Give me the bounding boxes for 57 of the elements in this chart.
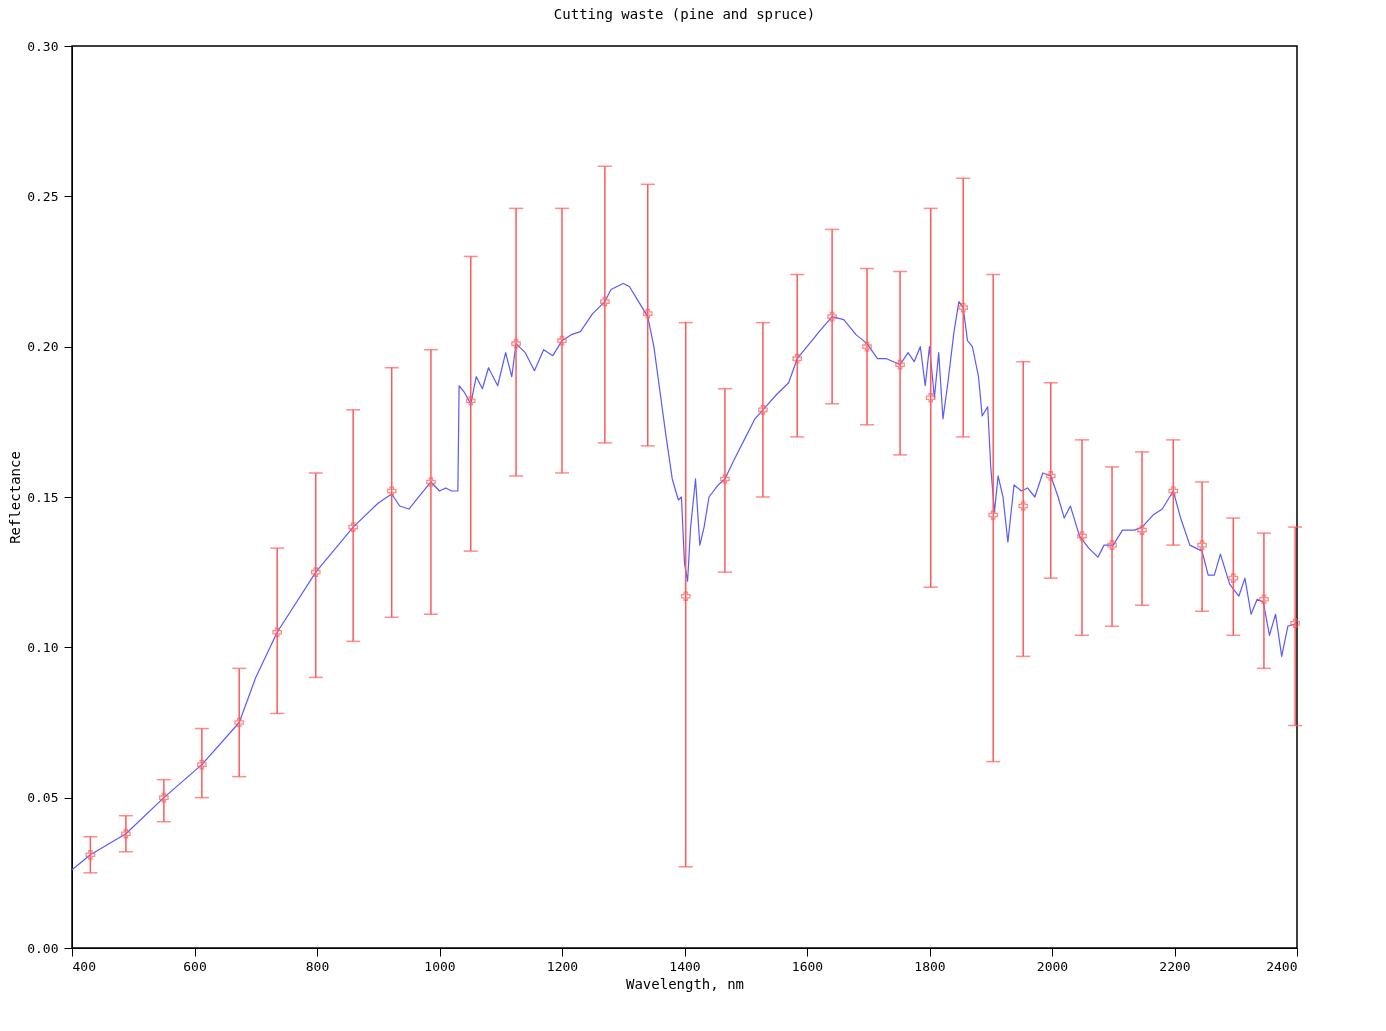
- x-tick-label: 1600: [791, 958, 824, 974]
- line-series: [71, 282, 1298, 871]
- point: [85, 849, 96, 860]
- point: [642, 308, 653, 319]
- point: [925, 392, 936, 403]
- point: [895, 359, 905, 370]
- point: [1168, 486, 1179, 496]
- point: [234, 717, 245, 728]
- point: [121, 828, 131, 839]
- point: [1077, 531, 1087, 541]
- x-tick-label: 1000: [424, 958, 456, 974]
- x-tick-label: 2200: [1159, 958, 1191, 974]
- x-tick-label: 1200: [546, 958, 579, 974]
- y-tick-label: 0.00: [27, 940, 59, 956]
- y-tick-label: 0.30: [27, 38, 59, 54]
- point: [1259, 594, 1269, 605]
- point: [465, 395, 476, 406]
- point: [159, 792, 169, 803]
- point: [426, 477, 436, 487]
- chart-title: Cutting waste (pine and spruce): [553, 6, 816, 22]
- y-tick-label: 0.25: [27, 188, 59, 204]
- point: [1107, 540, 1117, 550]
- point: [862, 341, 872, 352]
- y-axis-title: Reflectance: [7, 451, 24, 544]
- point: [720, 474, 730, 484]
- point: [792, 353, 803, 364]
- point: [758, 404, 768, 415]
- point: [600, 296, 610, 307]
- x-tick-label: 1400: [669, 958, 701, 974]
- x-tick-label: 1800: [914, 958, 946, 974]
- point: [386, 486, 397, 496]
- y-tick-label: 0.10: [27, 639, 59, 655]
- point: [958, 302, 969, 313]
- x-tick-label: 2000: [1036, 958, 1069, 974]
- x-tick-label: 800: [305, 958, 330, 974]
- point: [197, 759, 207, 770]
- point: [348, 522, 358, 532]
- point: [1137, 525, 1147, 535]
- x-tick-label: 2400: [1266, 958, 1298, 974]
- point: [1197, 540, 1207, 550]
- point: [827, 311, 837, 322]
- y-tick-label: 0.05: [27, 790, 59, 806]
- x-tick-label: 600: [183, 958, 207, 974]
- x-tick-label: 400: [72, 958, 96, 974]
- point: [1290, 618, 1300, 629]
- point: [988, 510, 999, 520]
- point: [272, 627, 283, 638]
- point: [1228, 573, 1239, 584]
- y-tick-label: 0.20: [27, 339, 59, 355]
- point: [511, 338, 521, 349]
- point: [680, 591, 691, 602]
- point: [1018, 501, 1029, 511]
- point: [1045, 471, 1056, 481]
- y-tick-label: 0.15: [27, 489, 59, 505]
- point: [310, 567, 321, 577]
- x-axis-title: Wavelength, nm: [625, 975, 745, 992]
- point: [557, 335, 567, 346]
